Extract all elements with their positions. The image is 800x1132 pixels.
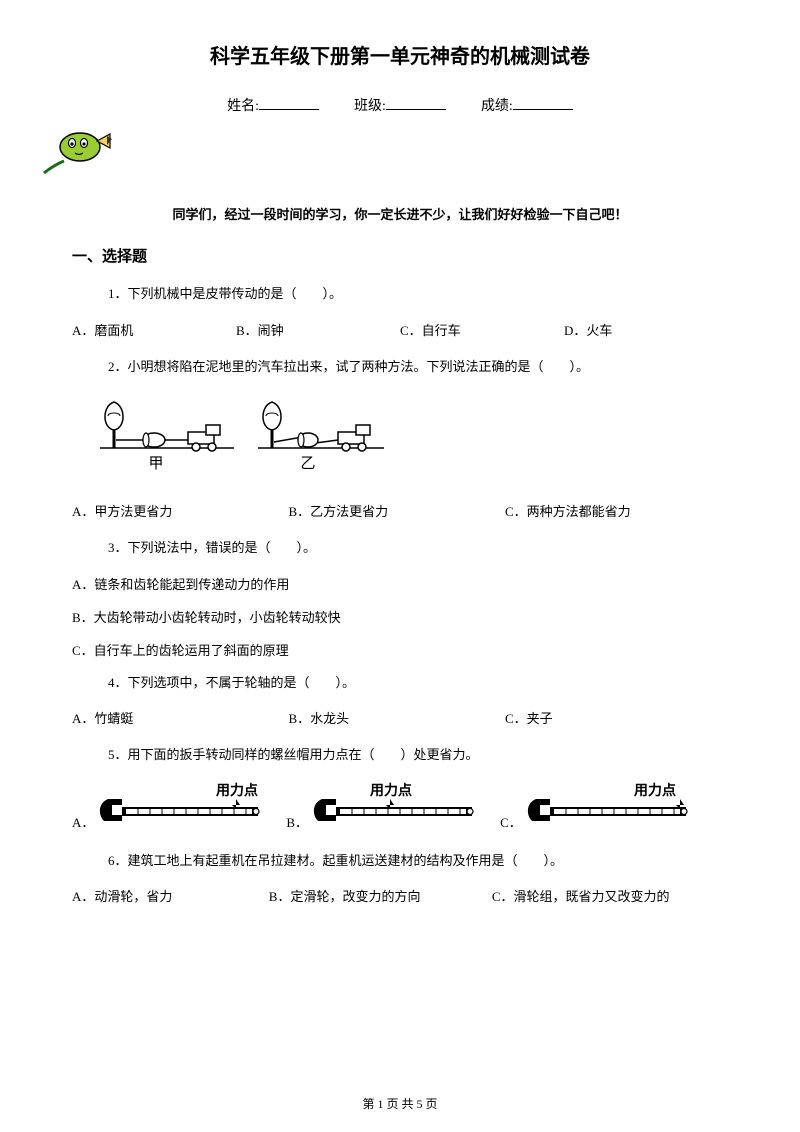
page-footer: 第 1 页 共 5 页 bbox=[0, 1095, 800, 1112]
wrench-b-icon: 用力点 bbox=[312, 781, 482, 831]
wrench-a-icon: 用力点 bbox=[98, 781, 268, 831]
q6-opt-a[interactable]: A．动滑轮，省力 bbox=[72, 886, 269, 905]
class-blank[interactable] bbox=[386, 96, 446, 110]
q1-options: A．磨面机 B．闹钟 C．自行车 D．火车 bbox=[72, 320, 728, 339]
q2-text: 2．小明想将陷在泥地里的汽车拉出来，试了两种方法。下列说法正确的是（ ）。 bbox=[108, 357, 728, 377]
q5-opt-b[interactable]: B． bbox=[286, 812, 308, 831]
name-label: 姓名: bbox=[227, 99, 259, 114]
q5-opt-a[interactable]: A． bbox=[72, 812, 94, 831]
svg-text:用力点: 用力点 bbox=[216, 782, 258, 799]
intro-text: 同学们，经过一段时间的学习，你一定长进不少，让我们好好检验一下自己吧！ bbox=[72, 204, 728, 223]
svg-text:乙: 乙 bbox=[300, 456, 315, 472]
q6-opt-b[interactable]: B．定滑轮，改变力的方向 bbox=[269, 886, 492, 905]
q1-text: 1．下列机械中是皮带传动的是（ ）。 bbox=[108, 284, 728, 304]
q1-opt-b[interactable]: B．闹钟 bbox=[236, 320, 400, 339]
name-blank[interactable] bbox=[259, 96, 319, 110]
q5-opt-c[interactable]: C． bbox=[500, 812, 522, 831]
q1-opt-d[interactable]: D．火车 bbox=[564, 320, 728, 339]
q2-opt-a[interactable]: A．甲方法更省力 bbox=[72, 501, 288, 520]
q5-text: 5．用下面的扳手转动同样的螺丝帽用力点在（ ）处更省力。 bbox=[108, 745, 728, 765]
score-label: 成绩: bbox=[481, 99, 513, 114]
q6-options: A．动滑轮，省力 B．定滑轮，改变力的方向 C．滑轮组，既省力又改变力的 bbox=[72, 886, 728, 905]
q5-figure-row: A． 用力点 B． 用力点 bbox=[72, 781, 728, 831]
svg-text:用力点: 用力点 bbox=[370, 782, 412, 799]
page-title: 科学五年级下册第一单元神奇的机械测试卷 bbox=[72, 40, 728, 69]
q4-opt-c[interactable]: C．夹子 bbox=[505, 708, 721, 727]
q4-text: 4．下列选项中，不属于轮轴的是（ ）。 bbox=[108, 673, 728, 693]
svg-text:用力点: 用力点 bbox=[634, 782, 676, 799]
class-label: 班级: bbox=[354, 99, 386, 114]
q3-opt-a[interactable]: A．链条和齿轮能起到传递动力的作用 bbox=[72, 574, 728, 593]
svg-text:甲: 甲 bbox=[148, 456, 163, 472]
q3-opt-c[interactable]: C．自行车上的齿轮运用了斜面的原理 bbox=[72, 640, 728, 659]
q4-opt-b[interactable]: B．水龙头 bbox=[288, 708, 504, 727]
q2-figure: 甲 乙 bbox=[96, 392, 728, 483]
q4-opt-a[interactable]: A．竹蜻蜓 bbox=[72, 708, 288, 727]
score-blank[interactable] bbox=[513, 96, 573, 110]
q6-opt-c[interactable]: C．滑轮组，既省力又改变力的 bbox=[492, 886, 728, 905]
q2-opt-b[interactable]: B．乙方法更省力 bbox=[288, 501, 504, 520]
q3-text: 3．下列说法中，错误的是（ ）。 bbox=[108, 538, 728, 558]
wrench-c-icon: 用力点 bbox=[526, 781, 696, 831]
q1-opt-a[interactable]: A．磨面机 bbox=[72, 320, 236, 339]
meta-line: 姓名: 班级: 成绩: bbox=[72, 95, 728, 115]
q1-opt-c[interactable]: C．自行车 bbox=[400, 320, 564, 339]
q4-options: A．竹蜻蜓 B．水龙头 C．夹子 bbox=[72, 708, 728, 727]
q2-options: A．甲方法更省力 B．乙方法更省力 C．两种方法都能省力 bbox=[72, 501, 728, 520]
pencil-icon bbox=[42, 123, 728, 180]
section-1-head: 一、选择题 bbox=[72, 245, 728, 266]
q3-opt-b[interactable]: B．大齿轮带动小齿轮转动时，小齿轮转动较快 bbox=[72, 607, 728, 626]
q6-text: 6．建筑工地上有起重机在吊拉建材。起重机运送建材的结构及作用是（ ）。 bbox=[108, 851, 728, 871]
q2-opt-c[interactable]: C．两种方法都能省力 bbox=[505, 501, 721, 520]
